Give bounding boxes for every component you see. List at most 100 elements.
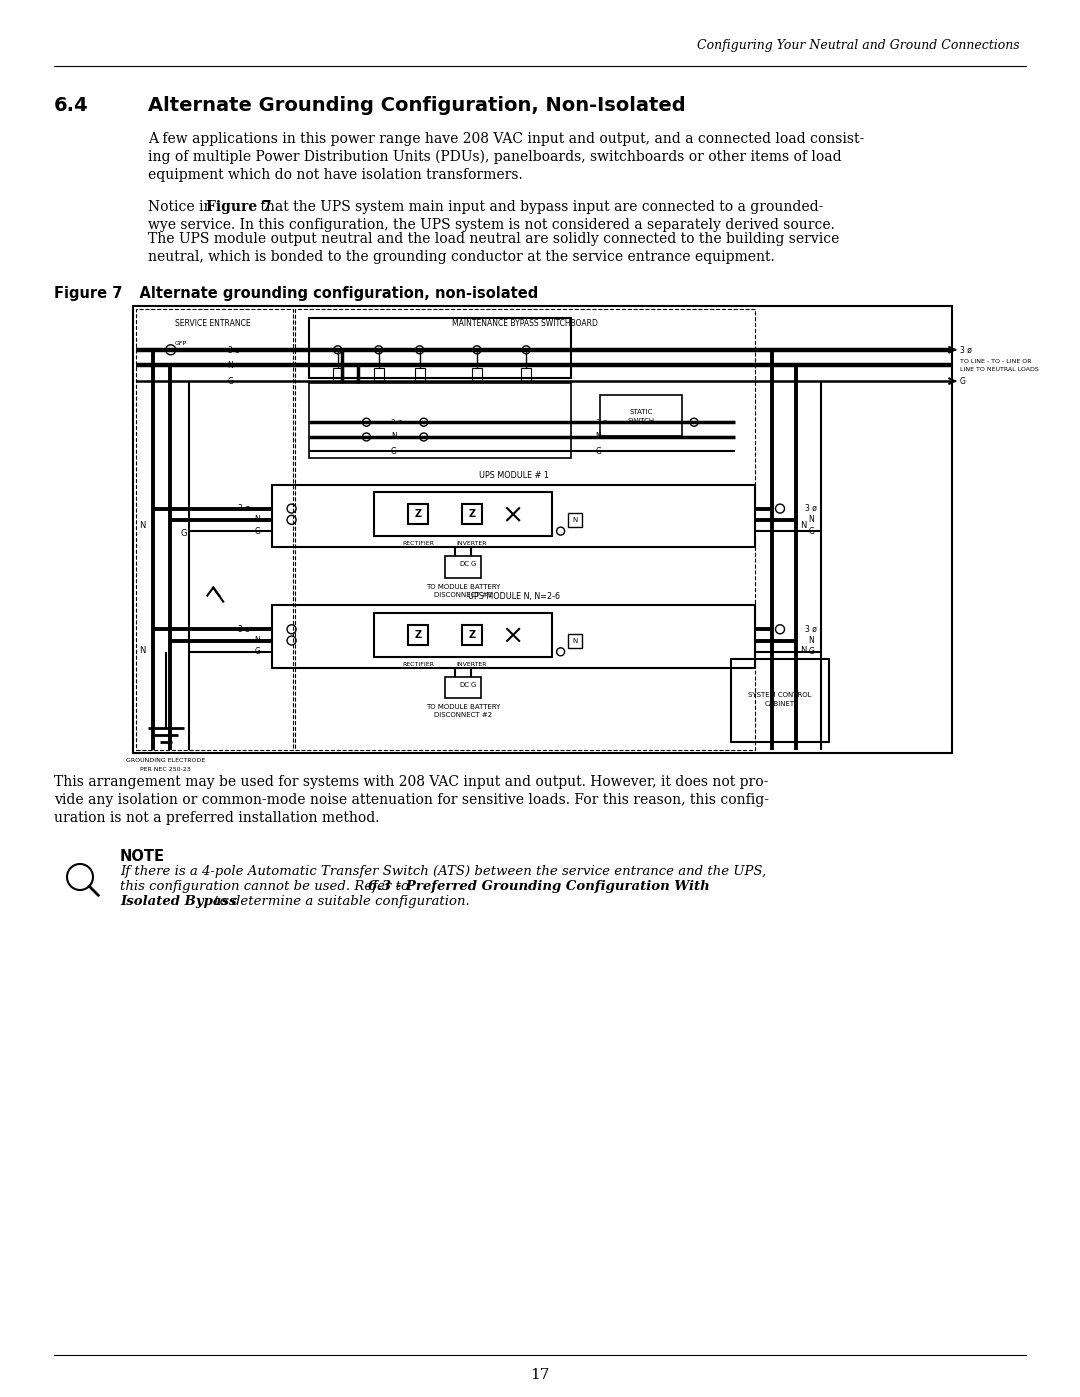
Bar [374, 367, 383, 381]
Text: SWITCH: SWITCH [627, 418, 654, 423]
Text: N: N [391, 433, 396, 441]
Text: 3 ø: 3 ø [805, 504, 816, 513]
Circle shape [556, 648, 565, 655]
Text: This arrangement may be used for systems with 208 VAC input and output. However,: This arrangement may be used for systems… [54, 775, 768, 789]
Text: G: G [960, 377, 966, 386]
Text: NOTE: NOTE [120, 849, 165, 863]
Text: neutral, which is bonded to the grounding conductor at the service entrance equi: neutral, which is bonded to the groundin… [148, 250, 774, 264]
Text: TO MODULE BATTERY: TO MODULE BATTERY [426, 584, 500, 590]
Bar [445, 556, 481, 578]
Bar [272, 485, 755, 548]
Text: G: G [596, 447, 602, 455]
Bar [568, 633, 582, 648]
Text: that the UPS system main input and bypass input are connected to a grounded-: that the UPS system main input and bypas… [256, 200, 823, 214]
Bar [472, 367, 482, 381]
Text: UPS MODULE N, N=2-6: UPS MODULE N, N=2-6 [468, 592, 559, 601]
Text: G: G [255, 527, 260, 535]
Text: G: G [809, 647, 814, 657]
Text: The UPS module output neutral and the load neutral are solidly connected to the : The UPS module output neutral and the lo… [148, 232, 839, 246]
Text: MAINTENANCE BYPASS SWITCHBOARD: MAINTENANCE BYPASS SWITCHBOARD [453, 319, 598, 328]
Text: 3 ø: 3 ø [596, 419, 607, 425]
Bar [309, 317, 571, 377]
Bar [462, 504, 482, 524]
Text: G: G [471, 562, 476, 567]
Bar [295, 309, 755, 750]
Text: N: N [572, 637, 578, 644]
Bar [445, 678, 481, 698]
Text: G: G [180, 529, 187, 538]
Bar [599, 395, 681, 436]
Text: vide any isolation or common-mode noise attenuation for sensitive loads. For thi: vide any isolation or common-mode noise … [54, 793, 769, 807]
Text: TO MODULE BATTERY: TO MODULE BATTERY [426, 704, 500, 711]
Text: ing of multiple Power Distribution Units (PDUs), panelboards, switchboards or ot: ing of multiple Power Distribution Units… [148, 149, 841, 165]
Text: N: N [255, 636, 260, 645]
Text: DC: DC [459, 682, 469, 687]
Text: INVERTER: INVERTER [457, 662, 487, 666]
Bar [136, 309, 293, 750]
Circle shape [556, 527, 565, 535]
Text: G: G [809, 527, 814, 535]
Text: GFP: GFP [175, 341, 187, 346]
Text: Notice in: Notice in [148, 200, 217, 214]
Text: Z: Z [469, 510, 475, 520]
Bar [133, 306, 951, 753]
Text: Figure 7: Figure 7 [206, 200, 272, 214]
Bar [568, 513, 582, 527]
Text: GROUNDING ELECTRODE: GROUNDING ELECTRODE [126, 759, 205, 763]
Text: 3 ø: 3 ø [228, 345, 240, 355]
Bar [374, 492, 553, 536]
Text: Alternate grounding configuration, non-isolated: Alternate grounding configuration, non-i… [119, 286, 538, 300]
Text: 3 ø: 3 ø [239, 504, 251, 513]
Text: N: N [800, 521, 807, 529]
Text: G: G [391, 447, 396, 455]
Bar [462, 624, 482, 645]
Text: PER NEC 250-23: PER NEC 250-23 [140, 767, 191, 773]
Text: Z: Z [415, 510, 422, 520]
Text: Z: Z [415, 630, 422, 640]
Text: SERVICE ENTRANCE: SERVICE ENTRANCE [175, 319, 251, 328]
Bar [522, 367, 531, 381]
Text: 3 ø: 3 ø [960, 345, 972, 355]
Text: N: N [596, 433, 602, 441]
Text: 3 ø: 3 ø [239, 624, 251, 634]
Text: DC: DC [459, 562, 469, 567]
Text: If there is a 4-pole Automatic Transfer Switch (ATS) between the service entranc: If there is a 4-pole Automatic Transfer … [120, 865, 766, 877]
Text: N: N [139, 521, 146, 529]
Bar [731, 659, 829, 742]
Text: equipment which do not have isolation transformers.: equipment which do not have isolation tr… [148, 168, 523, 182]
Bar [408, 624, 429, 645]
Text: Figure 7: Figure 7 [54, 286, 122, 300]
Text: DISCONNECT #2: DISCONNECT #2 [434, 712, 492, 718]
Bar [374, 613, 553, 657]
Text: 6.3 - Preferred Grounding Configuration With: 6.3 - Preferred Grounding Configuration … [368, 880, 710, 893]
Text: N: N [800, 645, 807, 655]
Text: N: N [139, 645, 146, 655]
Text: Isolated Bypass: Isolated Bypass [120, 895, 237, 908]
Text: to determine a suitable configuration.: to determine a suitable configuration. [210, 895, 470, 908]
Text: DISCONNECT #1: DISCONNECT #1 [434, 592, 492, 598]
Text: RECTIFIER: RECTIFIER [403, 662, 434, 666]
Bar [333, 367, 342, 381]
Text: UPS MODULE # 1: UPS MODULE # 1 [478, 471, 549, 481]
Bar [415, 367, 424, 381]
Text: A few applications in this power range have 208 VAC input and output, and a conn: A few applications in this power range h… [148, 131, 864, 147]
Text: G: G [471, 682, 476, 687]
Text: N: N [809, 636, 814, 645]
Text: Alternate Grounding Configuration, Non-Isolated: Alternate Grounding Configuration, Non-I… [148, 96, 686, 115]
Text: STATIC: STATIC [629, 408, 652, 415]
Text: 6.4: 6.4 [54, 96, 89, 115]
Text: 3 ø: 3 ø [391, 419, 402, 425]
Bar [309, 383, 571, 458]
Bar [272, 605, 755, 668]
Text: wye service. In this configuration, the UPS system is not considered a separatel: wye service. In this configuration, the … [148, 218, 835, 232]
Text: 3 ø: 3 ø [805, 624, 816, 634]
Text: G: G [255, 647, 260, 657]
Text: G: G [228, 377, 233, 386]
Bar [408, 504, 429, 524]
Text: Configuring Your Neutral and Ground Connections: Configuring Your Neutral and Ground Conn… [698, 39, 1020, 52]
Text: this configuration cannot be used. Refer to: this configuration cannot be used. Refer… [120, 880, 414, 893]
Text: INVERTER: INVERTER [457, 541, 487, 546]
Text: RECTIFIER: RECTIFIER [403, 541, 434, 546]
Text: SYSTEM CONTROL: SYSTEM CONTROL [748, 693, 812, 698]
Text: LINE TO NEUTRAL LOADS: LINE TO NEUTRAL LOADS [960, 367, 1039, 372]
